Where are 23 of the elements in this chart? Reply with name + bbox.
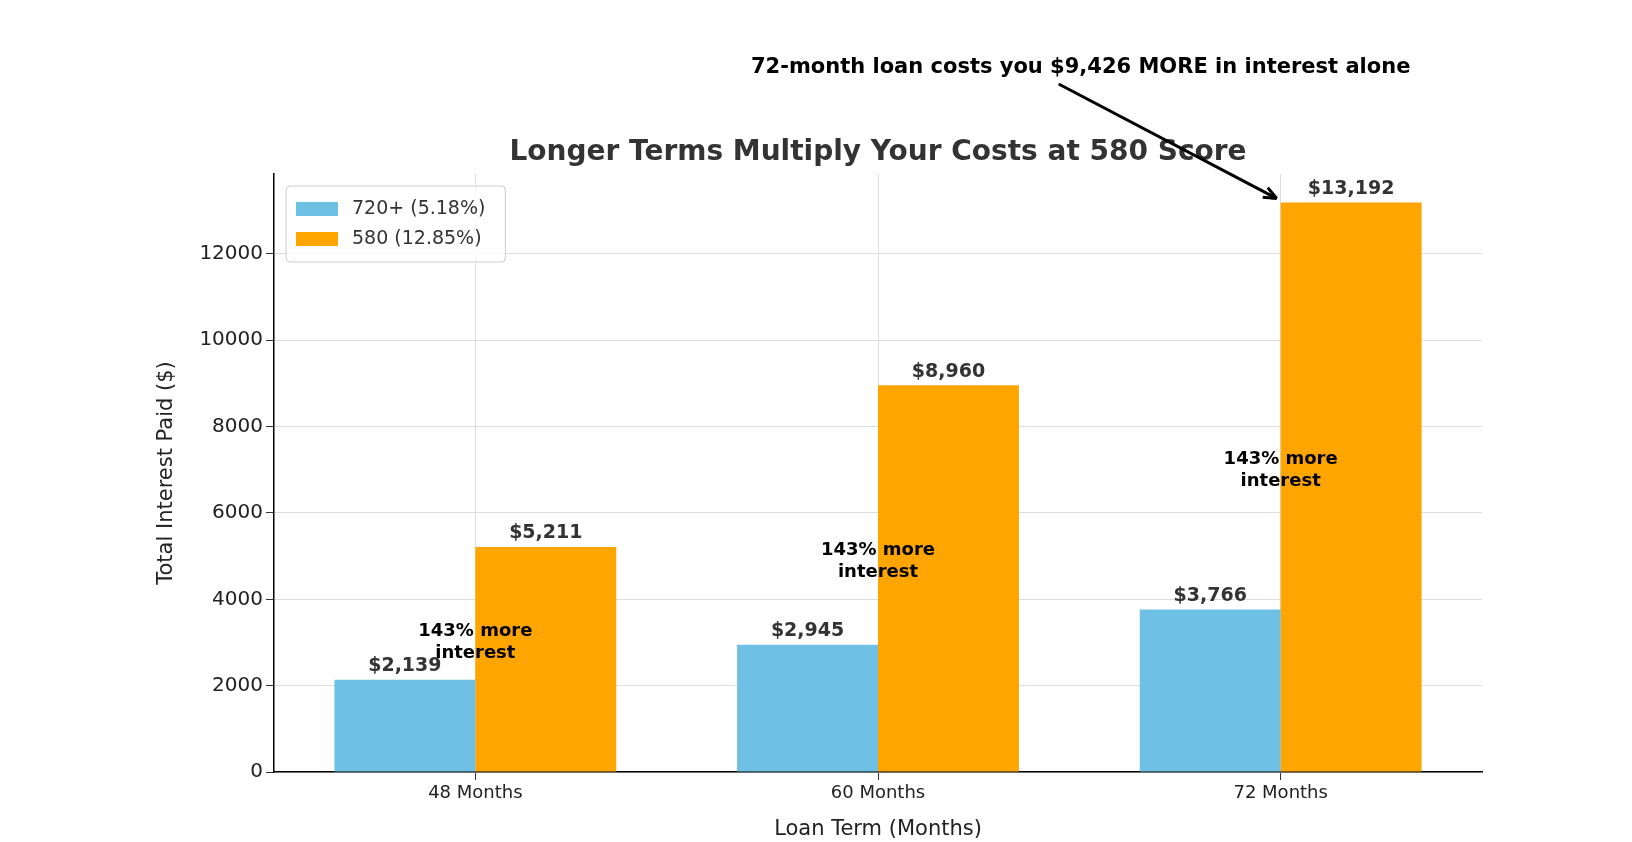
y-tick-label: 4000 (212, 585, 263, 610)
data-label: $2,945 (770, 618, 845, 641)
data-label: $5,211 (509, 520, 583, 543)
data-label: $8,960 (911, 358, 986, 381)
y-tick-label: 8000 (212, 412, 263, 437)
y-tick-label: 0 (250, 758, 263, 783)
y-tick-label: 10000 (199, 326, 263, 351)
data-label: $3,766 (1173, 582, 1247, 605)
bar (1139, 609, 1281, 772)
text: 72-month loan costs you $9,426 MORE in interest alone (750, 54, 1411, 78)
x-tick-label: 60 Months (830, 781, 926, 803)
legend-label: 580 (12.85%) (352, 225, 482, 248)
y-tick-label: 2000 (212, 671, 263, 696)
x-tick-label: 48 Months (428, 781, 523, 803)
y-tick-label: 6000 (212, 499, 263, 524)
bar (334, 679, 476, 772)
x-tick-label: 72 Months (1233, 781, 1328, 803)
bar (737, 644, 878, 772)
legend-label: 720+ (5.18%) (352, 195, 486, 218)
data-label: $13,192 (1307, 175, 1395, 198)
y-axis-title: Total Interest Paid ($) (153, 361, 178, 586)
x-axis-title: Loan Term (Months) (774, 815, 982, 840)
y-tick-label: 12000 (199, 240, 263, 265)
